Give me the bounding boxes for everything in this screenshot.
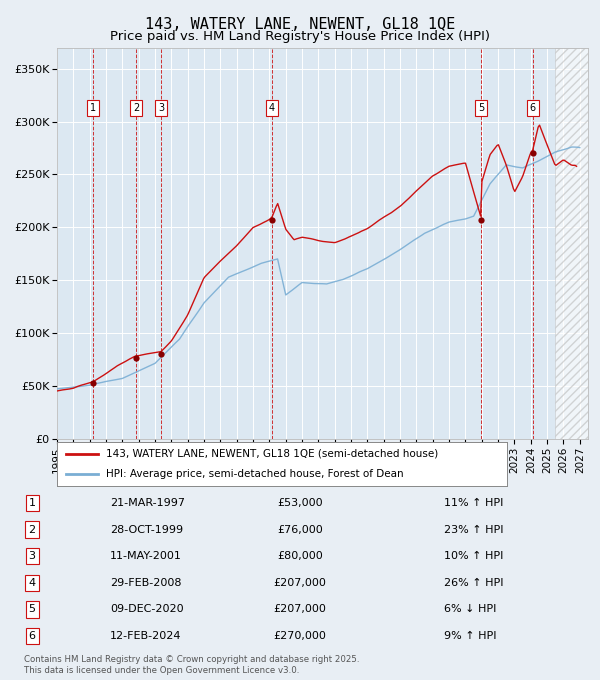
Text: 26% ↑ HPI: 26% ↑ HPI [444,578,503,588]
Text: Price paid vs. HM Land Registry's House Price Index (HPI): Price paid vs. HM Land Registry's House … [110,30,490,43]
Text: 10% ↑ HPI: 10% ↑ HPI [444,551,503,561]
Text: £207,000: £207,000 [274,605,326,615]
Text: 3: 3 [29,551,35,561]
Text: 11% ↑ HPI: 11% ↑ HPI [444,498,503,508]
Text: 3: 3 [158,103,164,113]
Text: 11-MAY-2001: 11-MAY-2001 [110,551,182,561]
Text: HPI: Average price, semi-detached house, Forest of Dean: HPI: Average price, semi-detached house,… [107,469,404,479]
Text: 5: 5 [29,605,35,615]
Text: 5: 5 [478,103,484,113]
Text: 09-DEC-2020: 09-DEC-2020 [110,605,184,615]
Text: 9% ↑ HPI: 9% ↑ HPI [444,631,497,641]
Text: 143, WATERY LANE, NEWENT, GL18 1QE: 143, WATERY LANE, NEWENT, GL18 1QE [145,17,455,32]
Text: 4: 4 [269,103,275,113]
Text: 28-OCT-1999: 28-OCT-1999 [110,524,183,534]
Text: 21-MAR-1997: 21-MAR-1997 [110,498,185,508]
Text: £76,000: £76,000 [277,524,323,534]
Text: 23% ↑ HPI: 23% ↑ HPI [444,524,503,534]
Text: £80,000: £80,000 [277,551,323,561]
Text: 6% ↓ HPI: 6% ↓ HPI [444,605,496,615]
Text: 1: 1 [90,103,97,113]
Text: £53,000: £53,000 [277,498,323,508]
Text: 2: 2 [29,524,36,534]
Text: 2: 2 [133,103,139,113]
Bar [556,48,588,439]
Text: 143, WATERY LANE, NEWENT, GL18 1QE (semi-detached house): 143, WATERY LANE, NEWENT, GL18 1QE (semi… [107,449,439,459]
Text: 1: 1 [29,498,35,508]
Text: 6: 6 [29,631,35,641]
Text: 4: 4 [29,578,36,588]
Text: 6: 6 [530,103,536,113]
Text: 12-FEB-2024: 12-FEB-2024 [110,631,181,641]
Text: 29-FEB-2008: 29-FEB-2008 [110,578,181,588]
Text: £207,000: £207,000 [274,578,326,588]
Text: Contains HM Land Registry data © Crown copyright and database right 2025.
This d: Contains HM Land Registry data © Crown c… [24,655,359,675]
Text: £270,000: £270,000 [274,631,326,641]
